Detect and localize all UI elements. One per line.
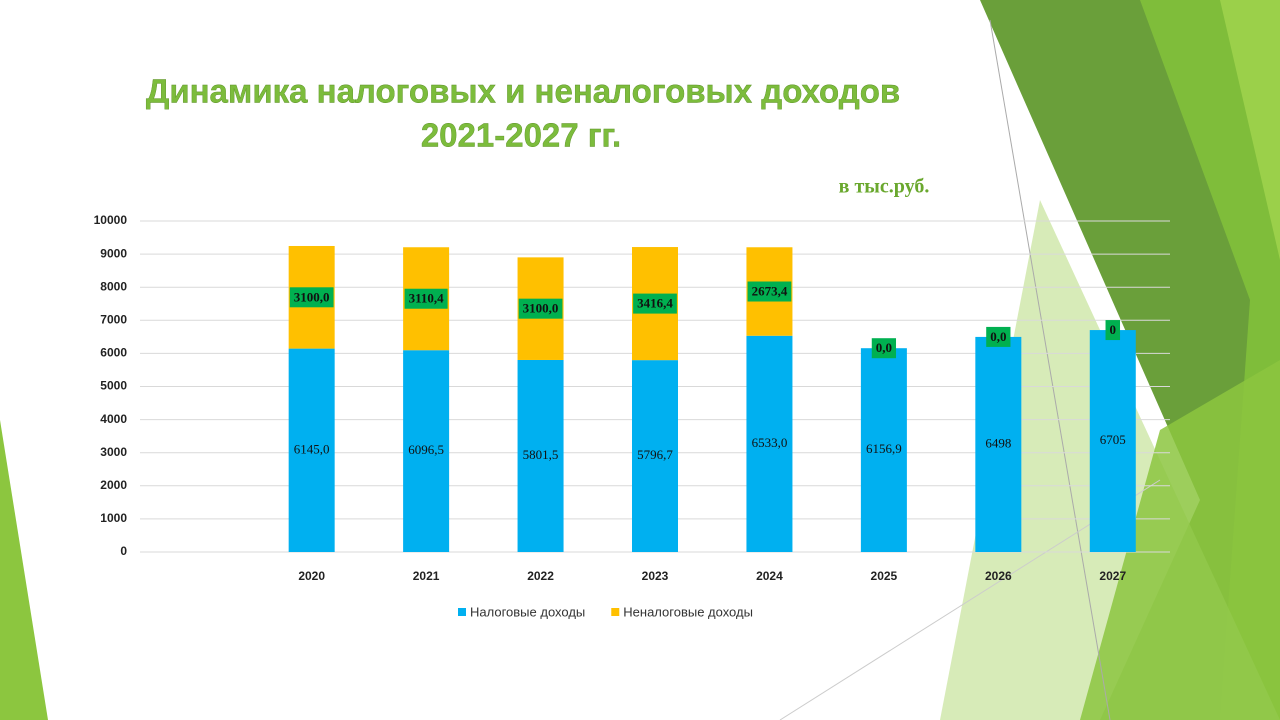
data-label: 6705 (1100, 432, 1126, 447)
x-tick-label: 2024 (756, 569, 783, 583)
data-label: 3100,0 (294, 289, 330, 304)
y-tick-label: 3000 (100, 445, 127, 459)
data-label: 0,0 (990, 329, 1006, 344)
data-label-box (871, 338, 897, 359)
y-tick-label: 4000 (100, 412, 127, 426)
data-label-box (518, 298, 563, 319)
y-tick-label: 0 (120, 544, 127, 558)
x-tick-label: 2020 (298, 569, 325, 583)
bar-segment (746, 335, 793, 552)
unit-note: в тыс.руб. (839, 176, 930, 198)
data-label: 6145,0 (294, 441, 330, 456)
legend-label: Налоговые доходы (470, 604, 585, 619)
x-tick-label: 2021 (413, 569, 440, 583)
x-tick-label: 2026 (985, 569, 1012, 583)
y-tick-label: 1000 (100, 511, 127, 525)
data-label: 6096,5 (408, 442, 444, 457)
y-tick-label: 5000 (100, 379, 127, 393)
data-label: 6533,0 (752, 435, 788, 450)
bar-segment (975, 336, 1022, 552)
x-tick-label: 2023 (642, 569, 669, 583)
chart-title: 2021-2027 гг. (421, 117, 621, 154)
x-tick-label: 2025 (871, 569, 898, 583)
data-label-box (633, 293, 677, 314)
data-label: 0,0 (876, 340, 892, 355)
bar-segment (403, 350, 450, 552)
legend-swatch (458, 608, 466, 616)
x-tick-label: 2022 (527, 569, 554, 583)
data-label: 6498 (985, 435, 1011, 450)
bar-segment (517, 359, 564, 552)
data-label-box (289, 287, 334, 308)
data-label: 0 (1110, 322, 1117, 337)
data-label: 3110,4 (409, 291, 445, 306)
data-label-box (747, 281, 792, 302)
data-label: 6156,9 (866, 441, 902, 456)
y-tick-label: 2000 (100, 478, 127, 492)
data-label: 2673,4 (752, 283, 788, 298)
data-label: 3100,0 (523, 301, 559, 316)
x-tick-label: 2027 (1099, 569, 1126, 583)
y-tick-label: 7000 (100, 312, 127, 326)
y-tick-label: 8000 (100, 279, 127, 293)
chart-title: Динамика налоговых и неналоговых доходов (146, 73, 900, 110)
data-label: 5796,7 (637, 447, 673, 462)
y-tick-label: 6000 (100, 346, 127, 360)
data-label: 5801,5 (523, 447, 559, 462)
data-label-box (1105, 320, 1121, 341)
bar-segment (1089, 330, 1136, 552)
legend-label: Неналоговые доходы (623, 604, 753, 619)
y-tick-label: 9000 (100, 246, 127, 260)
data-label-box (986, 326, 1011, 347)
data-label-box (404, 288, 448, 309)
bar-segment (860, 348, 907, 552)
legend-swatch (611, 608, 620, 616)
data-label: 3416,4 (637, 296, 673, 311)
bar-segment (288, 348, 335, 552)
bar-segment (632, 360, 678, 552)
y-tick-label: 10000 (94, 213, 128, 227)
